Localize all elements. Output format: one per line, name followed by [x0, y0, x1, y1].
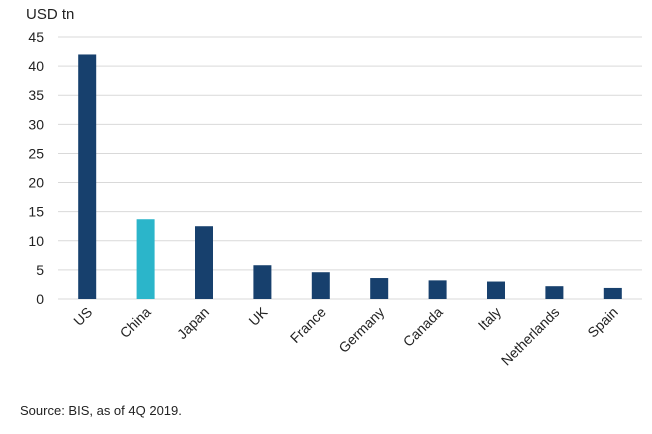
y-tick-label: 20 [28, 175, 44, 191]
x-category-label: France [287, 304, 329, 346]
x-category-label: Netherlands [498, 304, 563, 369]
x-category-label: Spain [584, 304, 621, 341]
x-category-label: UK [245, 303, 271, 329]
x-category-label: Japan [174, 304, 212, 342]
y-tick-label: 45 [28, 29, 44, 45]
x-category-label: US [70, 304, 95, 329]
bar [370, 278, 389, 299]
x-category-label: Germany [335, 304, 387, 356]
bar-chart: 0 5 10 15 20 25 30 35 40 45 US China Japan UK France Ge… [28, 29, 642, 369]
y-tick-label: 0 [36, 291, 44, 307]
y-tick-label: 35 [28, 87, 44, 103]
bar [487, 281, 505, 299]
y-axis-unit-label: USD tn [26, 6, 75, 23]
x-category-label: Italy [475, 304, 504, 333]
y-tick-label: 10 [28, 233, 44, 249]
bar [253, 265, 272, 299]
x-category-label: China [117, 304, 154, 341]
source-note: Source: BIS, as of 4Q 2019. [20, 403, 182, 418]
x-category-label: Canada [400, 304, 446, 350]
y-tick-label: 5 [36, 262, 44, 278]
y-tick-label: 25 [28, 145, 44, 161]
bar [136, 219, 155, 299]
bar [603, 287, 622, 299]
bar [428, 280, 447, 299]
bar [195, 226, 213, 299]
y-tick-label: 30 [28, 116, 44, 132]
bar [78, 54, 97, 299]
y-tick-label: 40 [28, 58, 44, 74]
bar [311, 272, 330, 299]
bar [545, 286, 564, 299]
y-tick-label: 15 [28, 204, 44, 220]
